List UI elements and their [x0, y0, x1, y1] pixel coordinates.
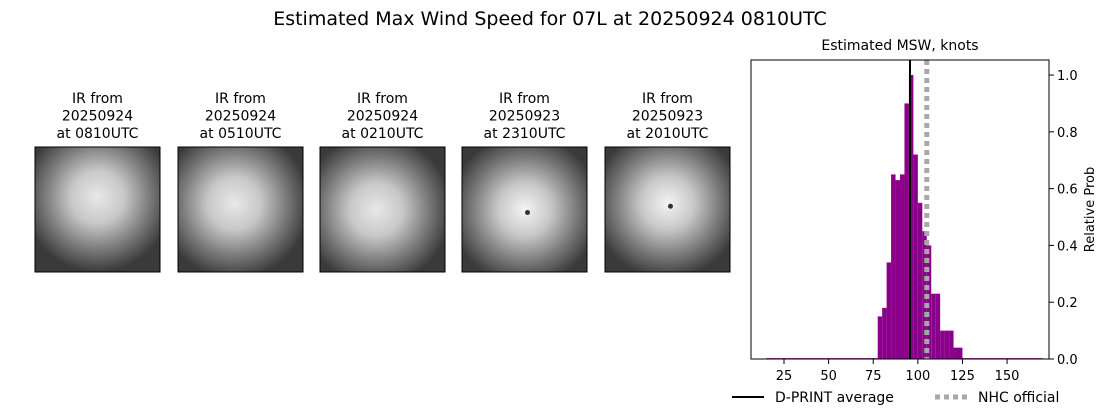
- x-tick-label: 125: [950, 369, 975, 384]
- x-tick-label: 150: [995, 369, 1020, 384]
- panel-title: at 2010UTC: [627, 126, 709, 142]
- histogram-bar: [900, 174, 905, 359]
- histogram-bar: [944, 330, 950, 359]
- x-tick-label: 50: [820, 369, 837, 384]
- histogram-bar: [877, 316, 883, 359]
- panel-title: at 0510UTC: [200, 126, 282, 142]
- storm-eye: [525, 210, 530, 215]
- histogram-bar: [904, 103, 909, 359]
- satellite-image: [34, 146, 161, 273]
- y-tick-label: 0.8: [1057, 126, 1078, 141]
- figure-title: Estimated Max Wind Speed for 07L at 2025…: [273, 8, 827, 30]
- x-tick-label: 25: [776, 369, 793, 384]
- histogram-bar: [926, 245, 932, 359]
- satellite-image: [177, 146, 304, 273]
- panel-title: 20250924: [205, 109, 276, 125]
- y-tick-label: 0.2: [1057, 296, 1078, 311]
- panel-title: IR from: [215, 91, 266, 107]
- histogram-bar: [949, 330, 954, 359]
- legend-label: D-PRINT average: [775, 390, 894, 406]
- x-tick-label: 100: [905, 369, 930, 384]
- satellite-image: [319, 146, 446, 273]
- panel-title: at 2310UTC: [484, 126, 566, 142]
- histogram-bar: [882, 307, 887, 359]
- x-tick-label: 75: [865, 369, 882, 384]
- histogram-bar: [891, 174, 896, 359]
- histogram-bar: [953, 347, 958, 359]
- y-tick-label: 0.4: [1057, 239, 1078, 254]
- panel-title: at 0210UTC: [342, 126, 424, 142]
- panel-title: IR from: [499, 91, 550, 107]
- histogram-bar: [917, 202, 923, 359]
- histogram-bar: [908, 75, 914, 360]
- panel-title: IR from: [72, 91, 123, 107]
- y-tick-label: 0.0: [1057, 353, 1078, 368]
- histogram-bar: [895, 180, 900, 359]
- histogram-bar: [931, 293, 936, 359]
- panel-title: IR from: [357, 91, 408, 107]
- panel-title: 20250923: [489, 109, 560, 125]
- panel-title: 20250924: [62, 109, 133, 125]
- panel-title: 20250923: [632, 109, 703, 125]
- y-tick-label: 0.6: [1057, 183, 1078, 198]
- histogram-bar: [913, 154, 918, 359]
- storm-eye: [668, 203, 673, 209]
- y-tick-label: 1.0: [1057, 69, 1078, 84]
- panel-title: 20250924: [347, 109, 418, 125]
- y-axis-label: Relative Prob: [1083, 167, 1098, 252]
- panel-title: IR from: [642, 91, 693, 107]
- legend-label: NHC official: [978, 390, 1059, 406]
- satellite-image: [461, 146, 588, 273]
- axes-frame: [750, 59, 1050, 360]
- satellite-image: [604, 146, 731, 273]
- histogram-bar: [935, 293, 941, 359]
- histogram-bar: [957, 347, 963, 359]
- axes-title: Estimated MSW, knots: [821, 38, 978, 54]
- histogram-bar: [940, 330, 945, 359]
- histogram-bar: [886, 262, 892, 359]
- panel-title: at 0810UTC: [57, 126, 139, 142]
